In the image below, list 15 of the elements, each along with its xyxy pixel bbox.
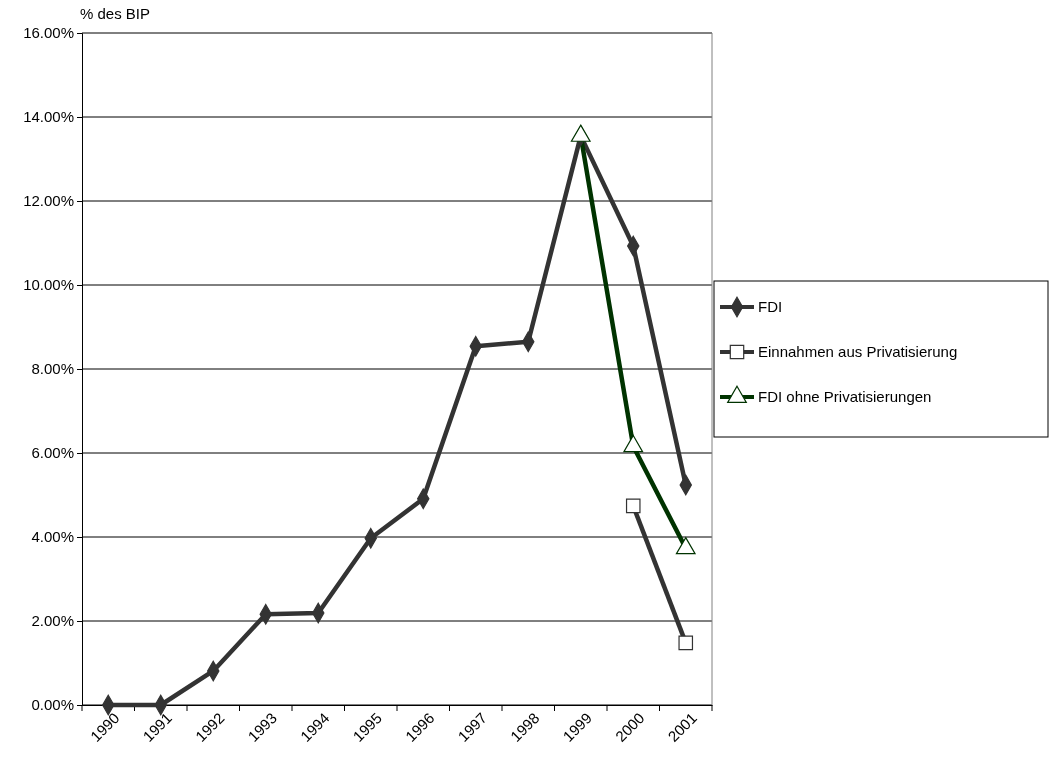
point [678,635,694,651]
y-axis-title: % des BIP [80,5,151,22]
y-tick-label: 6.00% [31,444,74,462]
y-tick-label: 10.00% [23,276,74,294]
legend-label: FDI ohne Privatisierungen [758,388,932,405]
y-tick-label: 2.00% [31,612,74,630]
y-tick-label: 14.00% [23,108,74,126]
y-tick-label: 4.00% [31,528,74,546]
y-tick-label: 8.00% [31,360,74,378]
legend-label: FDI [758,298,783,315]
point [625,498,641,514]
y-tick-label: 12.00% [23,192,74,210]
legend-label: Einnahmen aus Privatisierung [758,343,958,360]
y-tick-label: 16.00% [23,24,74,42]
y-tick-label: 0.00% [31,696,74,714]
